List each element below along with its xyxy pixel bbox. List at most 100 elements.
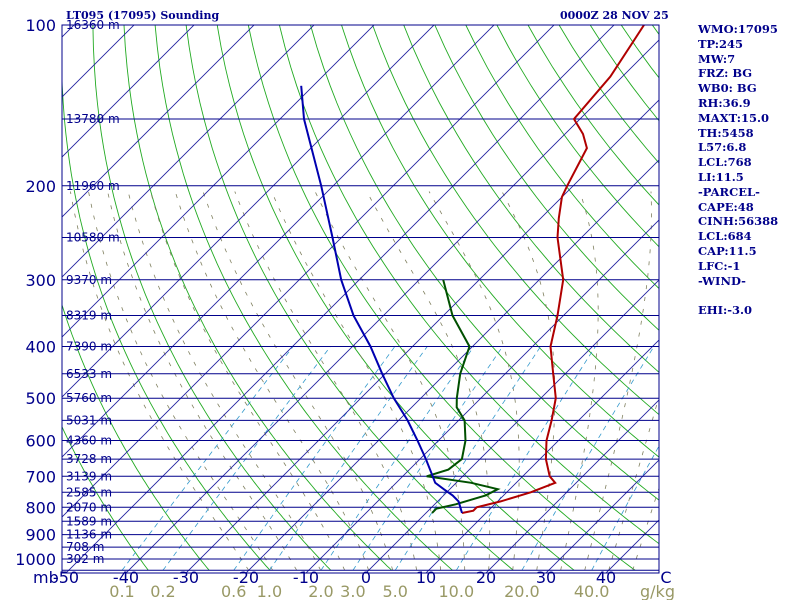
height-label: 3139 m bbox=[66, 469, 112, 483]
mixing-ratio-line bbox=[591, 445, 659, 571]
moist-adiabat-line bbox=[70, 191, 250, 571]
isotherm-line bbox=[485, 399, 659, 573]
temperature-tick-label: 20 bbox=[476, 568, 496, 587]
parcel-line bbox=[300, 85, 463, 514]
index-th: TH:5458 bbox=[698, 125, 754, 140]
temperature-tick-label: 40 bbox=[596, 568, 616, 587]
dry-adiabat-line bbox=[278, 25, 659, 545]
mixing-ratio-label: 0.2 bbox=[150, 582, 175, 600]
height-label: 10580 m bbox=[66, 230, 120, 244]
index-parcel-header: -PARCEL- bbox=[698, 184, 760, 199]
moist-adiabat-line bbox=[174, 191, 370, 571]
height-label: 13780 m bbox=[66, 112, 120, 126]
index-frz: FRZ: BG bbox=[698, 66, 753, 81]
isotherm-line bbox=[365, 279, 659, 573]
mixing-ratio-label: 20.0 bbox=[504, 582, 540, 600]
index-l57: L57:6.8 bbox=[698, 140, 747, 155]
mixing-ratio-label: 5.0 bbox=[382, 582, 407, 600]
dry-adiabat-line bbox=[62, 425, 149, 571]
mixing-ratio-label: 3.0 bbox=[340, 582, 365, 600]
dry-adiabat-line bbox=[310, 25, 659, 501]
isotherm-line bbox=[62, 25, 315, 278]
mixing-ratio-label: 0.6 bbox=[221, 582, 246, 600]
isotherm-line bbox=[62, 25, 195, 158]
mixing-ratio-line bbox=[121, 346, 294, 571]
isotherm-line bbox=[62, 25, 375, 338]
temperature-tick-label: 30 bbox=[536, 568, 556, 587]
temperature-tick-label: -30 bbox=[173, 568, 199, 587]
pressure-tick-label: 500 bbox=[25, 389, 56, 408]
index-cap: CAP:11.5 bbox=[698, 243, 757, 258]
mixing-ratio-line bbox=[320, 346, 475, 571]
moist-adiabat-line bbox=[501, 191, 556, 571]
height-label: 1589 m bbox=[66, 514, 112, 528]
height-label: 9370 m bbox=[66, 273, 112, 287]
dewpoint-line bbox=[426, 279, 501, 514]
pressure-tick-label: 800 bbox=[25, 498, 56, 517]
index-wind-header: -WIND- bbox=[698, 273, 746, 288]
mixing-ratio-line bbox=[352, 346, 503, 571]
index-maxt: MAXT:15.0 bbox=[698, 110, 769, 125]
height-label: 3728 m bbox=[66, 452, 112, 466]
moist-adiabat-line bbox=[107, 191, 298, 571]
isotherm-line bbox=[0, 1, 38, 582]
pressure-tick-label: 300 bbox=[25, 271, 56, 290]
index-wmo: WMO:17095 bbox=[698, 22, 778, 36]
index-mw: MW:7 bbox=[698, 51, 736, 66]
dry-adiabat-line bbox=[62, 303, 210, 571]
isotherm-line bbox=[62, 25, 255, 218]
mixing-ratio-label: 40.0 bbox=[574, 582, 610, 600]
dry-adiabat-line bbox=[62, 25, 271, 571]
moist-adiabat-line bbox=[271, 191, 442, 571]
height-label: 6533 m bbox=[66, 367, 112, 381]
mixing-ratio-unit: g/kg bbox=[640, 582, 675, 600]
moist-adiabat-line bbox=[202, 191, 394, 571]
mixing-ratio-line bbox=[394, 346, 541, 571]
isotherm-line bbox=[125, 39, 659, 573]
isotherm-line bbox=[62, 25, 495, 458]
index-tp: TP:245 bbox=[698, 36, 744, 51]
mixing-ratio-label: 0.1 bbox=[109, 582, 134, 600]
moist-adiabat-line bbox=[560, 191, 599, 571]
index-parcel-lcl: LCL:684 bbox=[698, 229, 752, 244]
height-label: 5760 m bbox=[66, 391, 112, 405]
height-label: 5031 m bbox=[66, 413, 112, 427]
moist-adiabat-line bbox=[150, 191, 346, 571]
index-spacer bbox=[698, 288, 798, 303]
station-title: LT095 (17095) Sounding bbox=[66, 9, 220, 22]
dry-adiabat-line bbox=[154, 25, 453, 571]
index-wb0: WB0: BG bbox=[698, 81, 757, 96]
mixing-ratio-line bbox=[233, 346, 396, 571]
index-cape: CAPE:48 bbox=[698, 199, 754, 214]
dry-adiabat-line bbox=[496, 25, 659, 248]
mixing-ratio-label: 10.0 bbox=[439, 582, 475, 600]
dry-adiabat-line bbox=[434, 25, 659, 331]
height-label: 4360 m bbox=[66, 434, 112, 448]
mixing-ratio-line bbox=[162, 346, 331, 571]
moist-adiabat-line bbox=[366, 191, 491, 571]
height-label: 8319 m bbox=[66, 309, 112, 323]
isotherm-line bbox=[62, 25, 555, 518]
temperature-tick-label: 10 bbox=[416, 568, 436, 587]
pressure-tick-label: 100 bbox=[25, 16, 56, 35]
isotherm-line bbox=[185, 99, 659, 573]
index-lfc: LFC:-1 bbox=[698, 258, 741, 273]
moist-adiabat-line bbox=[608, 395, 659, 571]
indices-panel: WMO:17095 TP:245 MW:7 FRZ: BG WB0: BG RH… bbox=[698, 22, 798, 318]
isotherm-line bbox=[425, 339, 659, 573]
index-cinh: CINH:56388 bbox=[698, 214, 779, 229]
pressure-unit-label: mb bbox=[33, 568, 59, 587]
dry-adiabat-line bbox=[372, 25, 659, 416]
mixing-ratio-label: 1.0 bbox=[257, 582, 282, 600]
height-label: 1136 m bbox=[66, 528, 112, 542]
pressure-tick-label: 600 bbox=[25, 432, 56, 451]
plot-frame bbox=[61, 24, 660, 574]
dry-adiabat-line bbox=[465, 25, 659, 290]
index-lcl: LCL:768 bbox=[698, 155, 752, 170]
height-label: 2070 m bbox=[66, 500, 112, 514]
isotherm-line bbox=[545, 459, 659, 573]
sounding-time: 0000Z 28 NOV 25 bbox=[560, 9, 669, 22]
dry-adiabat-line bbox=[185, 25, 514, 571]
height-label: 708 m bbox=[66, 540, 104, 554]
